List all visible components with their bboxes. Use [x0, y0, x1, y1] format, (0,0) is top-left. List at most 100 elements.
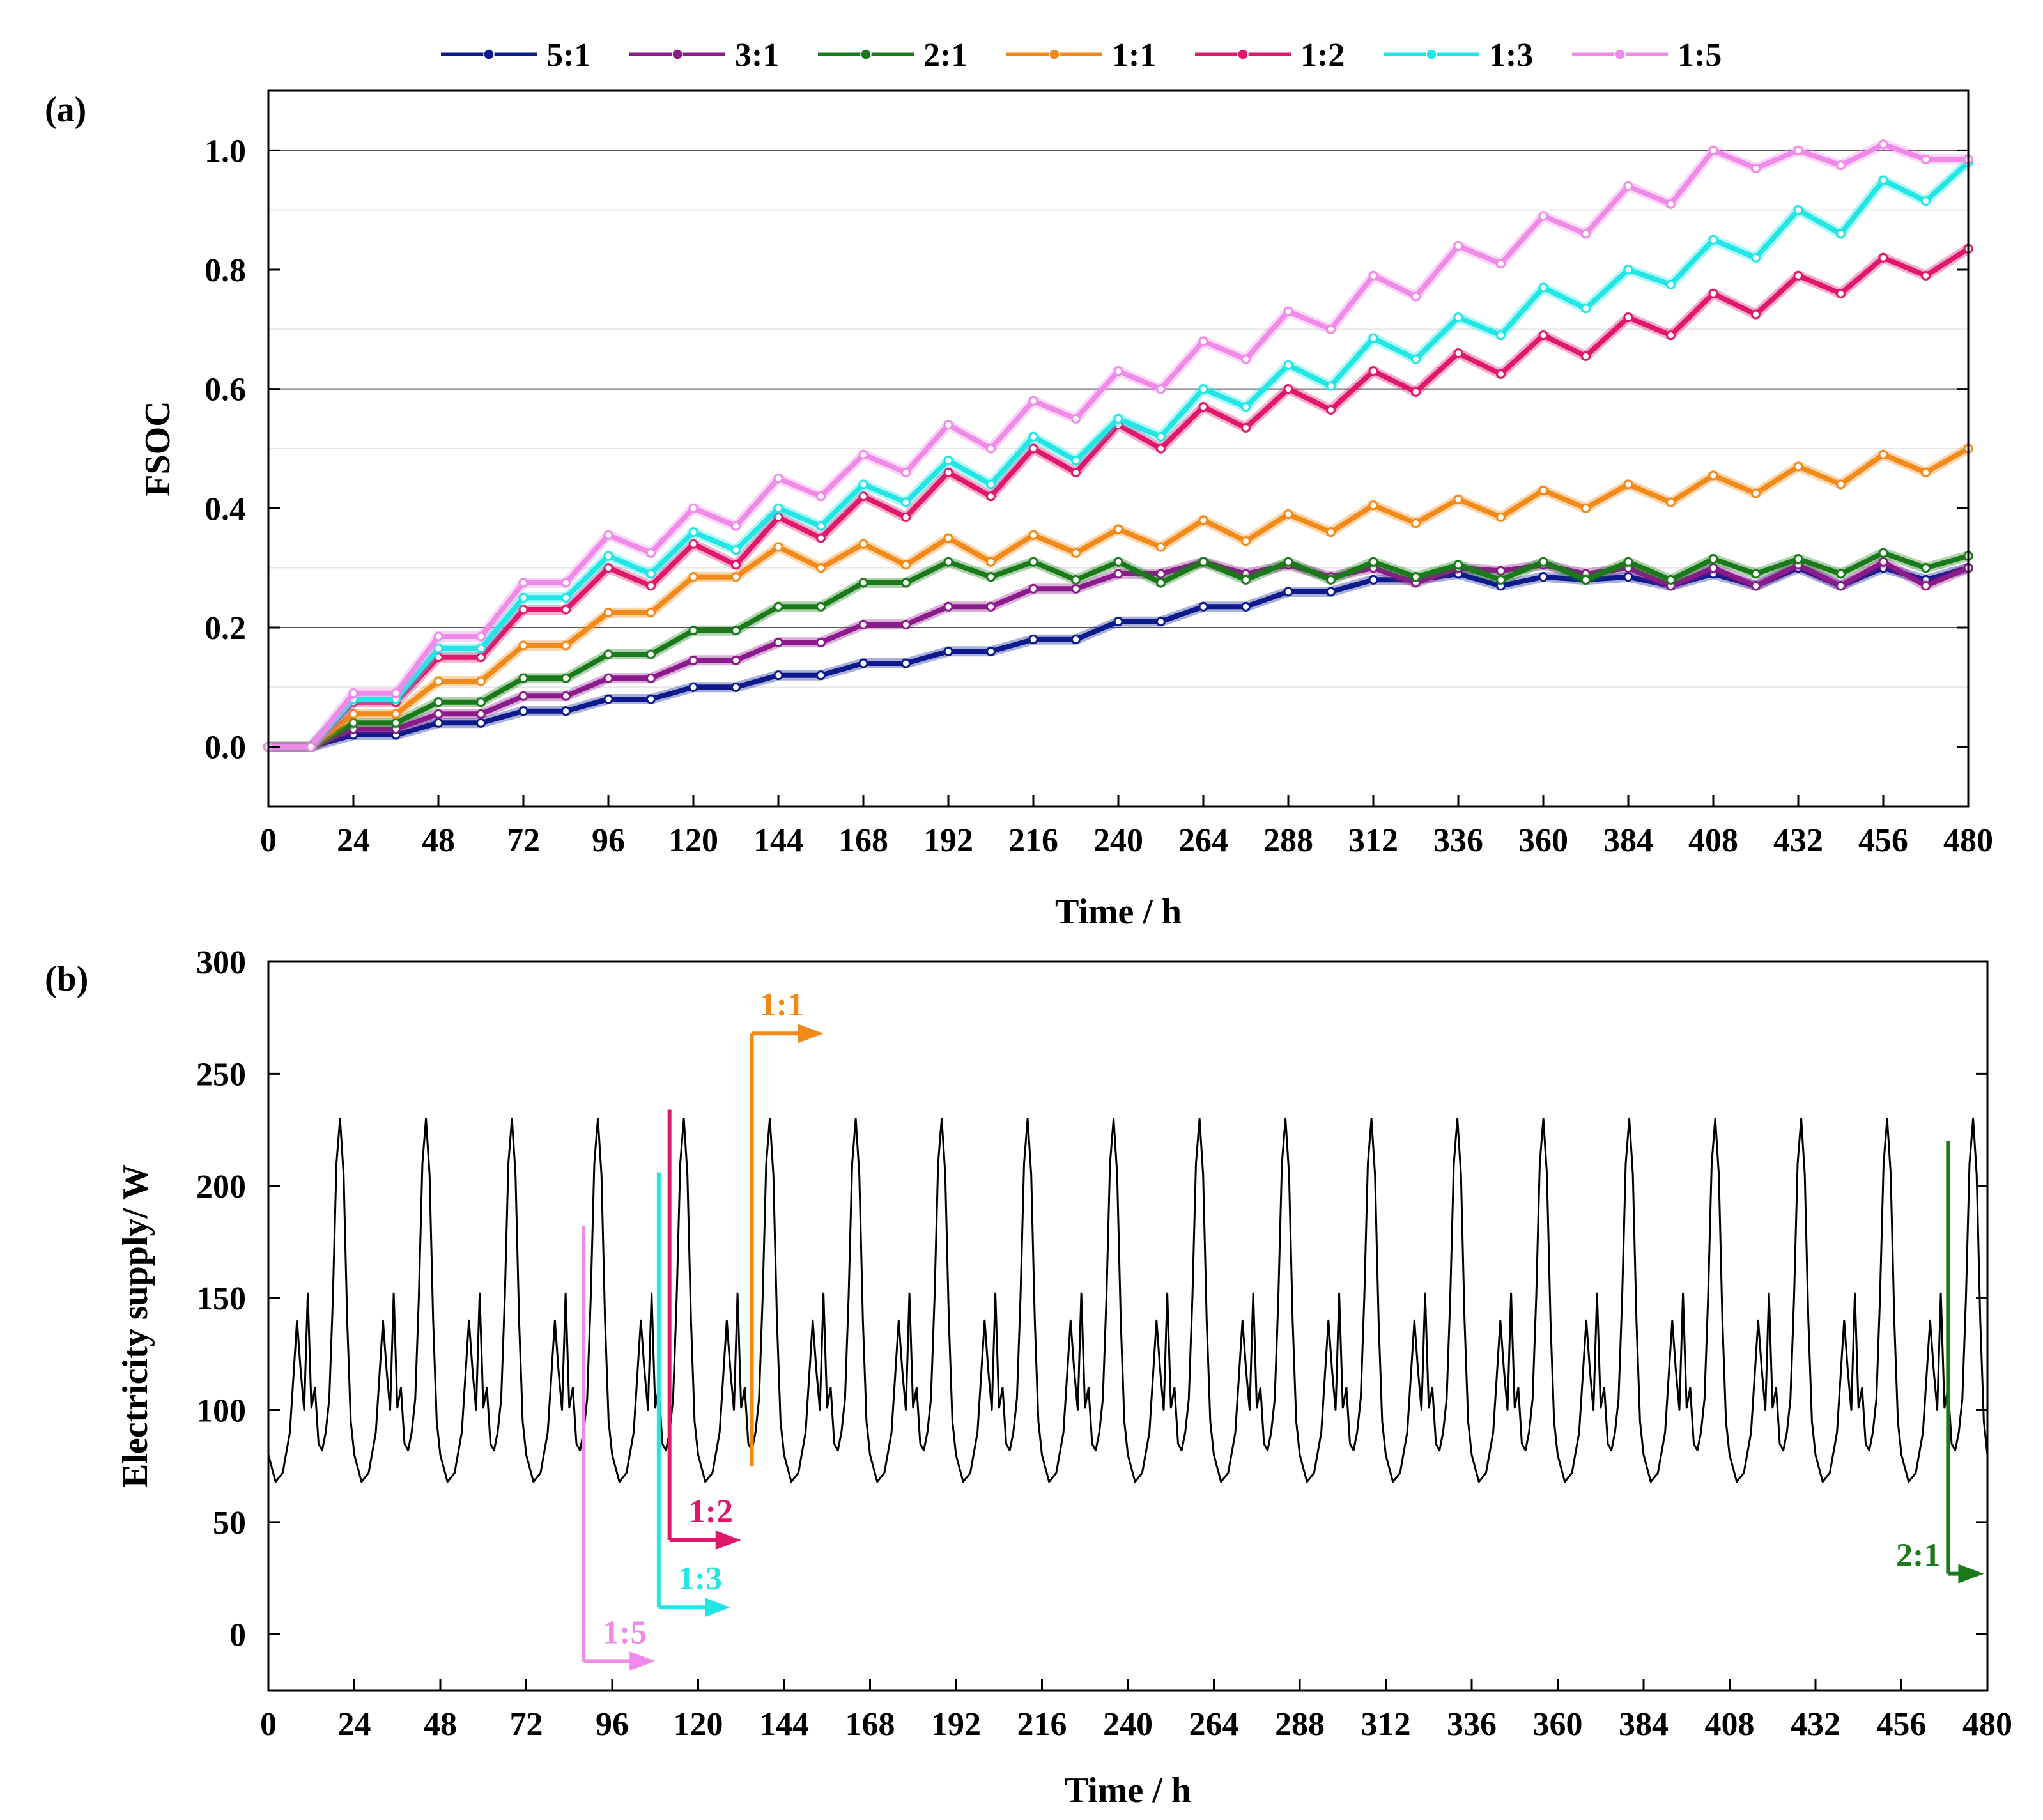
data-point-1:2	[1793, 270, 1803, 281]
data-point-3:1	[901, 619, 911, 629]
data-point-1:1	[901, 560, 911, 570]
data-point-1:2	[688, 539, 698, 549]
data-point-2:1	[391, 718, 401, 728]
data-point-2:1	[773, 601, 783, 612]
data-point-3:1	[731, 655, 741, 665]
data-point-1:2	[1666, 330, 1676, 341]
x-tick-label: 312	[1361, 1706, 1411, 1743]
x-tick-label: 456	[1858, 822, 1908, 859]
data-point-1:3	[1666, 279, 1676, 289]
legend-label-1:1: 1:1	[1112, 37, 1156, 73]
data-point-1:2	[1496, 369, 1506, 379]
data-point-2:1	[1751, 569, 1761, 579]
data-point-1:3	[1283, 360, 1293, 370]
panel-b-xlabel: Time / h	[1065, 1771, 1191, 1810]
data-point-1:5	[773, 474, 783, 484]
data-point-1:5	[986, 443, 996, 454]
data-point-1:3	[1113, 413, 1123, 424]
x-tick-label: 144	[753, 822, 803, 859]
x-tick-label: 432	[1791, 1706, 1840, 1743]
data-point-2:1	[1326, 575, 1336, 585]
data-point-1:2	[1368, 366, 1378, 376]
data-point-3:1	[561, 691, 571, 701]
data-point-3:1	[1878, 557, 1888, 567]
panel-a: (a) 0 24 48 72 96 120 144 168 192 216 240 264 288 312…	[45, 89, 1993, 932]
data-point-5:1	[1113, 617, 1123, 627]
data-point-3:1	[1496, 566, 1506, 576]
panel-a-ticks: 0 24 48 72 96 120 144 168 192 216 240 264 288 312 336 3…	[204, 133, 1993, 859]
data-point-1:5	[1581, 229, 1591, 239]
data-point-1:2	[518, 605, 528, 615]
legend: 5:1 3:1 2:1 1:1 1:2 1:3 1:5	[441, 37, 1722, 73]
data-point-1:5	[1496, 259, 1506, 269]
x-tick-label: 360	[1533, 1706, 1583, 1743]
data-point-1:3	[1793, 205, 1803, 215]
x-tick-label: 456	[1877, 1706, 1927, 1743]
data-point-1:5	[1836, 160, 1846, 171]
data-point-1:1	[1623, 479, 1633, 490]
data-point-1:1	[348, 709, 358, 719]
x-tick-label: 0	[260, 822, 277, 859]
data-point-1:3	[433, 644, 443, 654]
data-point-5:1	[476, 718, 486, 728]
data-point-1:3	[1411, 354, 1421, 364]
data-point-2:1	[1921, 563, 1931, 573]
data-point-1:2	[1241, 422, 1251, 433]
data-point-5:1	[731, 682, 741, 692]
data-point-1:5	[476, 631, 486, 642]
data-point-2:1	[901, 578, 911, 588]
x-tick-label: 240	[1093, 822, 1143, 859]
data-point-1:1	[943, 533, 953, 543]
data-point-1:5	[1071, 413, 1081, 424]
x-tick-label: 480	[1943, 822, 1993, 859]
legend-marker-1:5	[1614, 49, 1626, 60]
x-tick-label: 48	[424, 1706, 457, 1743]
data-point-1:5	[518, 578, 528, 588]
annotation-arrowhead-2:1	[1958, 1564, 1984, 1584]
x-tick-label: 120	[674, 1706, 723, 1743]
data-point-1:3	[858, 479, 868, 490]
data-point-1:2	[1878, 252, 1888, 263]
data-point-5:1	[773, 670, 783, 681]
data-point-1:1	[1071, 548, 1081, 558]
data-point-1:2	[1538, 330, 1548, 341]
data-point-2:1	[1071, 575, 1081, 585]
data-point-1:2	[1198, 402, 1208, 412]
data-point-1:3	[1836, 229, 1846, 239]
data-point-2:1	[1156, 578, 1166, 588]
x-tick-label: 24	[337, 822, 370, 859]
legend-marker-1:1	[1049, 49, 1060, 60]
annotation-label-1:2: 1:2	[689, 1493, 733, 1530]
data-point-2:1	[943, 557, 953, 567]
data-point-1:2	[1581, 351, 1591, 361]
data-point-2:1	[1666, 575, 1676, 585]
data-point-1:5	[1156, 384, 1166, 394]
data-point-2:1	[1411, 572, 1421, 582]
y-tick-label: 250	[196, 1056, 246, 1093]
data-point-1:1	[1368, 500, 1378, 511]
legend-label-2:1: 2:1	[923, 37, 968, 73]
data-point-1:1	[1156, 542, 1166, 552]
data-point-3:1	[433, 709, 443, 719]
panel-a-gridlines	[268, 150, 1968, 688]
data-point-1:1	[1028, 530, 1038, 540]
data-point-1:5	[1921, 154, 1931, 164]
y-tick-label: 100	[196, 1393, 246, 1430]
data-point-1:2	[773, 512, 783, 522]
legend-marker-1:2	[1237, 49, 1249, 60]
data-point-1:1	[688, 572, 698, 582]
data-point-1:3	[1878, 175, 1888, 185]
panel-a-series	[263, 139, 1973, 752]
data-point-2:1	[1836, 569, 1846, 579]
data-point-1:2	[1028, 443, 1038, 454]
data-point-2:1	[1496, 575, 1506, 585]
data-point-1:1	[816, 563, 826, 573]
data-point-5:1	[1368, 575, 1378, 585]
panel-b-ylabel: Electricity supply/ W	[116, 1164, 155, 1488]
data-point-3:1	[518, 691, 528, 701]
data-point-3:1	[1751, 581, 1761, 591]
data-point-1:3	[773, 503, 783, 513]
data-point-1:1	[1496, 512, 1506, 522]
data-point-5:1	[433, 718, 443, 728]
